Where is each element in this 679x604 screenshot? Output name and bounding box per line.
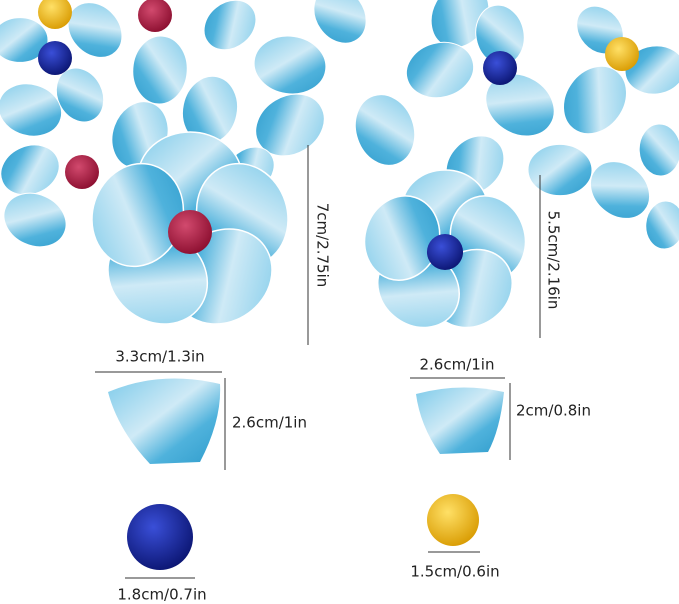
glass-piece [313, 0, 367, 44]
glass-piece [645, 200, 679, 250]
small-petal [416, 387, 504, 454]
dimension-label: 2cm/0.8in [516, 402, 591, 420]
glass-piece [527, 143, 593, 197]
glass-piece [132, 35, 188, 105]
gem [38, 0, 72, 29]
glass-piece [253, 35, 327, 95]
gem [605, 37, 639, 71]
gem [138, 0, 172, 32]
glass-piece [354, 94, 416, 166]
glass-piece [203, 0, 257, 51]
dimension-label: 2.6cm/1in [420, 356, 495, 374]
glass-piece [485, 73, 555, 137]
glass-piece [589, 161, 651, 219]
glass-piece [255, 93, 325, 157]
yellow-gem [427, 494, 479, 546]
glass-piece [563, 65, 627, 135]
dimension-label: 1.8cm/0.7in [117, 586, 206, 604]
glass-piece [405, 41, 475, 99]
glass-piece [0, 144, 60, 196]
glass-piece [67, 2, 123, 58]
glass-piece [0, 17, 49, 63]
dimension-label: 7cm/2.75in [314, 203, 332, 288]
glass-piece [638, 123, 679, 177]
gem [65, 155, 99, 189]
flower-gem [168, 210, 212, 254]
flower-gem [426, 233, 464, 271]
dimension-label: 3.3cm/1.3in [115, 348, 204, 366]
gem [483, 51, 517, 85]
dimension-label: 2.6cm/1in [232, 414, 307, 432]
large-petal [108, 378, 221, 464]
glass-piece [624, 45, 679, 95]
glass-piece [55, 67, 105, 123]
dimension-label: 1.5cm/0.6in [410, 563, 499, 581]
gem [38, 41, 72, 75]
glass-piece [3, 192, 67, 248]
dimension-label: 5.5cm/2.16in [545, 211, 563, 310]
flowers [91, 131, 527, 329]
glass-piece [0, 83, 63, 137]
blue-gem [127, 504, 193, 570]
